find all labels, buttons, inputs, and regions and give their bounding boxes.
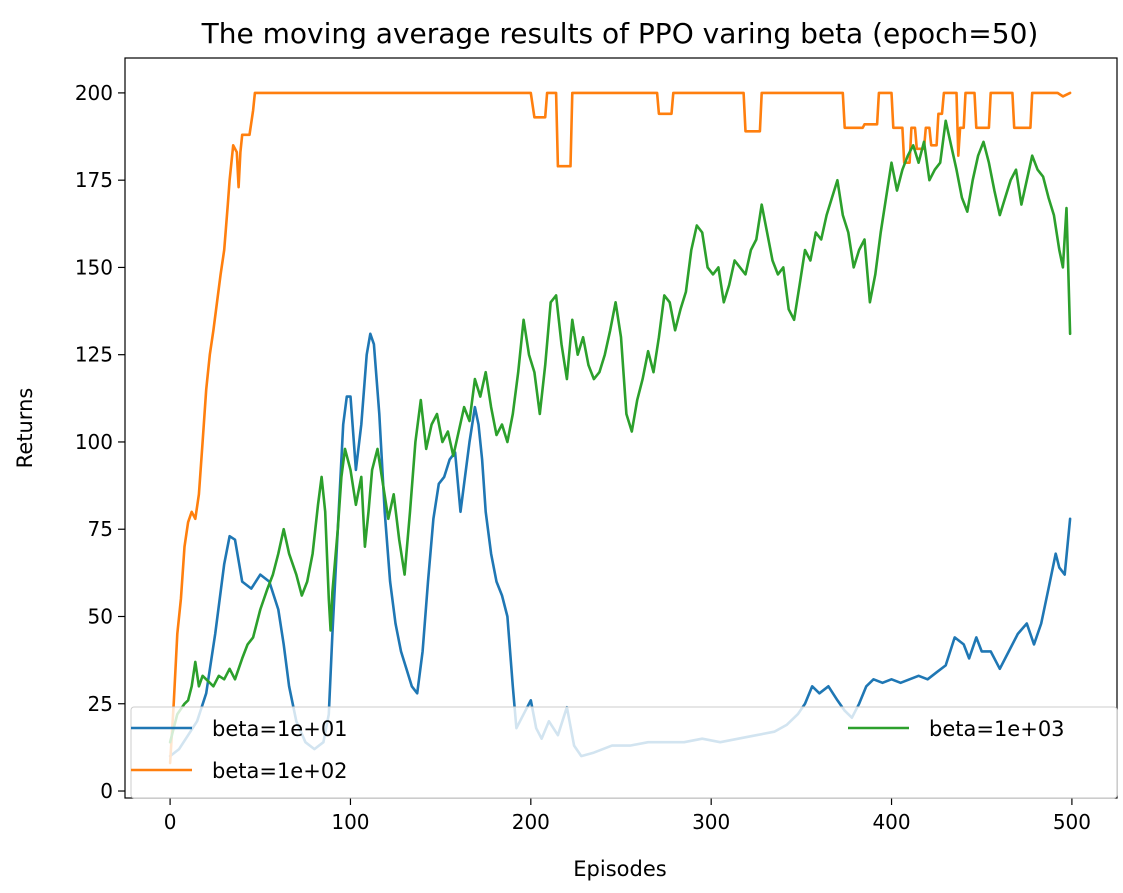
legend: beta=1e+01 beta=1e+02 beta=1e+03 <box>130 706 1118 799</box>
series-line-1 <box>168 332 1072 758</box>
series-layer <box>168 91 1072 765</box>
y-tick-label: 0 <box>100 779 113 803</box>
x-axis-label: Episodes <box>573 857 666 881</box>
legend-label-2: beta=1e+02 <box>212 759 348 783</box>
y-axis-label: Returns <box>13 388 37 469</box>
y-axis-ticks: 0 25 50 75 100 125 150 175 200 <box>75 81 125 803</box>
x-tick-label: 400 <box>872 810 910 834</box>
x-tick-label: 200 <box>512 810 550 834</box>
y-tick-label: 50 <box>88 604 113 628</box>
x-tick-label: 300 <box>692 810 730 834</box>
y-tick-label: 125 <box>75 343 113 367</box>
legend-label-3: beta=1e+03 <box>929 717 1065 741</box>
plot-frame <box>124 57 1118 799</box>
chart-title: The moving average results of PPO varing… <box>201 17 1039 50</box>
x-axis-ticks: 0 100 200 300 400 500 <box>164 798 1091 834</box>
series-line-3 <box>168 119 1072 744</box>
y-tick-label: 100 <box>75 430 113 454</box>
legend-box <box>130 706 1118 799</box>
y-tick-label: 25 <box>88 692 113 716</box>
x-tick-label: 500 <box>1053 810 1091 834</box>
x-tick-label: 0 <box>164 810 177 834</box>
x-tick-label: 100 <box>331 810 369 834</box>
legend-label-1: beta=1e+01 <box>212 717 348 741</box>
y-tick-label: 150 <box>75 255 113 279</box>
y-tick-label: 75 <box>88 517 113 541</box>
y-tick-label: 175 <box>75 168 113 192</box>
series-line-2 <box>168 91 1072 765</box>
y-tick-label: 200 <box>75 81 113 105</box>
